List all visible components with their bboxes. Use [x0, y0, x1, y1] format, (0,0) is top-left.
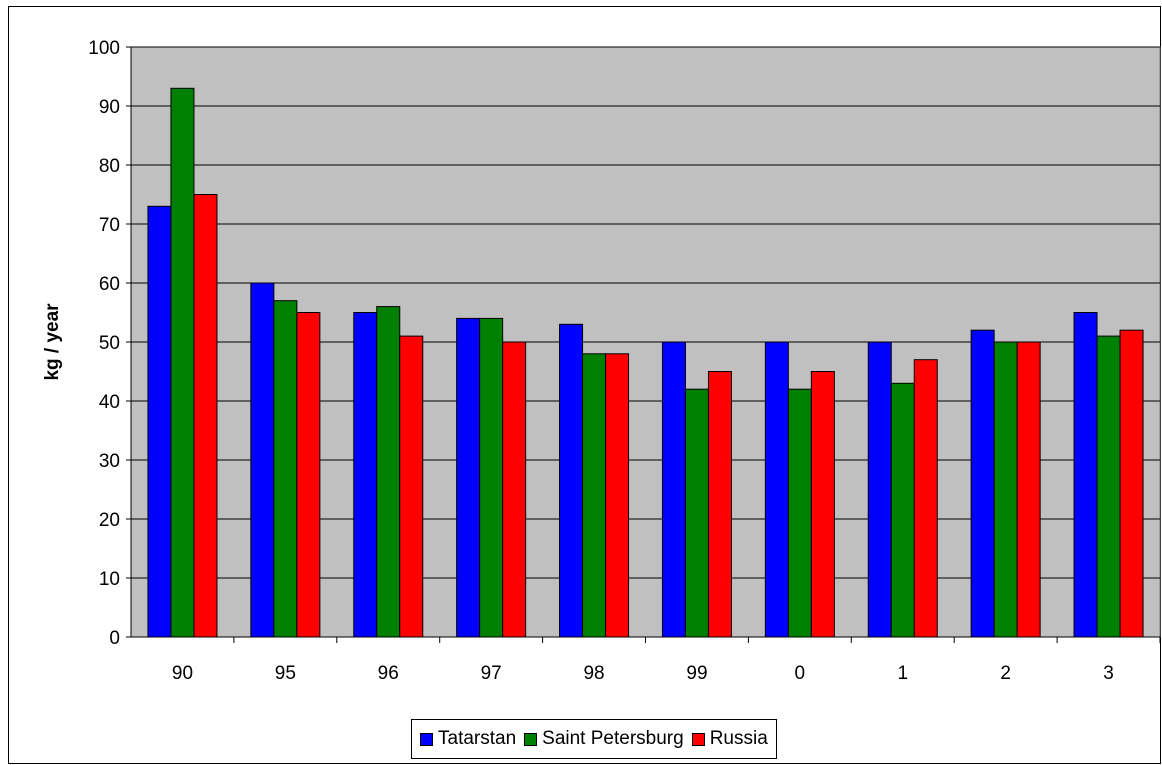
legend-label: Russia [709, 728, 768, 749]
bar-tatarstan [456, 317, 481, 638]
bar-saint-petersburg [170, 87, 195, 638]
bar-saint-petersburg [890, 382, 915, 638]
legend-item-tatarstan: Tatarstan [420, 728, 516, 750]
y-tick-label: 10 [99, 569, 120, 590]
x-tick-label: 90 [172, 663, 193, 684]
y-tick-label: 90 [99, 97, 120, 118]
bar-russia [810, 371, 835, 638]
bar-russia [913, 359, 938, 638]
bar-russia [193, 194, 218, 638]
legend-swatch [524, 732, 538, 746]
bar-russia [1119, 329, 1144, 638]
bar-russia [605, 353, 630, 638]
legend-label: Tatarstan [438, 728, 517, 749]
bar-saint-petersburg [993, 341, 1018, 638]
bar-saint-petersburg [1096, 335, 1121, 638]
legend-item-russia: Russia [691, 728, 768, 750]
bar-russia [399, 335, 424, 638]
y-tick-labels: 0 10 20 30 40 50 60 70 80 90 100 [88, 38, 120, 649]
bar-tatarstan [867, 341, 892, 638]
legend-item-saint-petersburg: Saint Petersburg [524, 728, 684, 750]
bar-tatarstan [661, 341, 686, 638]
bar-tatarstan [353, 312, 378, 638]
bar-saint-petersburg [684, 388, 709, 638]
bar-tatarstan [970, 329, 995, 638]
bars [147, 87, 1144, 638]
x-tick-label: 0 [795, 663, 806, 684]
bar-saint-petersburg [479, 317, 504, 638]
bar-tatarstan [559, 323, 584, 638]
legend-swatch [420, 732, 433, 746]
bar-russia [707, 371, 732, 638]
legend: Tatarstan Saint Petersburg Russia [411, 719, 777, 759]
y-tick-label: 80 [99, 156, 120, 177]
bar-saint-petersburg [376, 306, 401, 638]
bar-russia [1016, 341, 1041, 638]
y-axis-label: kg / year [42, 303, 63, 381]
axes [126, 46, 1161, 643]
x-tick-label: 1 [897, 663, 908, 684]
bar-russia [502, 341, 527, 638]
y-tick-label: 30 [99, 451, 120, 472]
bar-saint-petersburg [273, 300, 298, 638]
y-tick-label: 20 [99, 510, 120, 531]
x-tick-label: 98 [583, 663, 604, 684]
y-tick-label: 0 [109, 628, 120, 649]
bar-saint-petersburg [582, 353, 607, 638]
x-tick-label: 96 [378, 663, 399, 684]
y-tick-label: 70 [99, 215, 120, 236]
x-tick-labels: 90 95 96 97 98 99 0 1 2 3 [172, 663, 1114, 684]
x-tick-label: 2 [1000, 663, 1011, 684]
y-tick-label: 60 [99, 274, 120, 295]
legend-label: Saint Petersburg [542, 728, 684, 749]
bar-tatarstan [147, 205, 172, 638]
legend-swatch [691, 732, 705, 746]
bar-tatarstan [1073, 312, 1098, 638]
bar-russia [296, 312, 321, 638]
x-tick-label: 99 [686, 663, 707, 684]
bar-saint-petersburg [787, 388, 812, 638]
x-tick-label: 3 [1103, 663, 1114, 684]
x-tick-label: 97 [481, 663, 502, 684]
y-tick-label: 50 [99, 333, 120, 354]
x-tick-label: 95 [275, 663, 296, 684]
bar-tatarstan [764, 341, 789, 638]
y-tick-label: 100 [88, 38, 120, 59]
bar-tatarstan [250, 282, 275, 638]
y-tick-label: 40 [99, 392, 120, 413]
